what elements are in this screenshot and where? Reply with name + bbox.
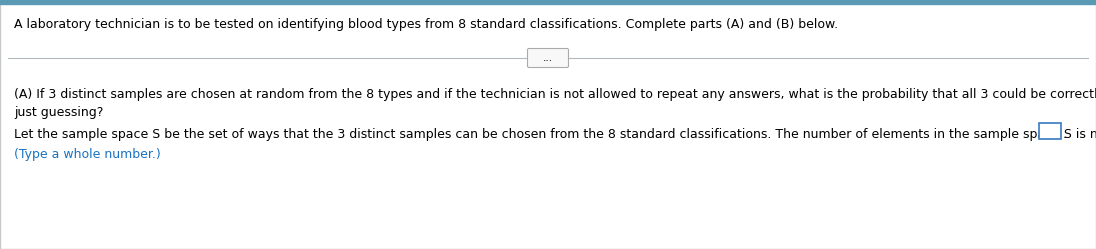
Text: (Type a whole number.): (Type a whole number.) xyxy=(14,148,161,161)
Bar xyxy=(0,0,1096,4)
Text: .: . xyxy=(1063,128,1068,141)
Text: just guessing?: just guessing? xyxy=(14,106,103,119)
Text: (A) If 3 distinct samples are chosen at random from the 8 types and if the techn: (A) If 3 distinct samples are chosen at … xyxy=(14,88,1096,101)
Text: ...: ... xyxy=(543,53,553,63)
Text: Let the sample space S be the set of ways that the 3 distinct samples can be cho: Let the sample space S be the set of way… xyxy=(14,128,1096,141)
FancyBboxPatch shape xyxy=(527,49,569,67)
Bar xyxy=(1039,123,1061,139)
Text: A laboratory technician is to be tested on identifying blood types from 8 standa: A laboratory technician is to be tested … xyxy=(14,18,838,31)
